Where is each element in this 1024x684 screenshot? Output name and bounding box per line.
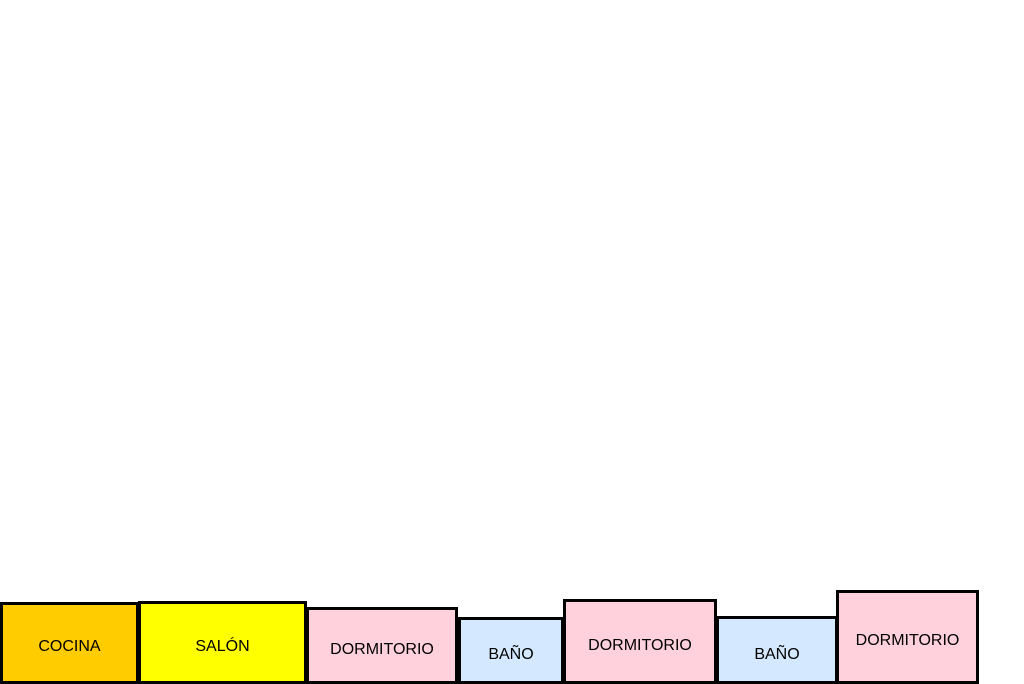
room-cocina: COCINA	[0, 602, 139, 684]
room-label: BAÑO	[754, 646, 800, 663]
room-label: BAÑO	[488, 646, 534, 663]
room-dormitorio-1: DORMITORIO	[306, 607, 458, 684]
room-bano-1: BAÑO	[458, 617, 564, 684]
room-dormitorio-3: DORMITORIO	[836, 590, 979, 684]
room-label: DORMITORIO	[855, 632, 960, 649]
room-label: DORMITORIO	[588, 637, 692, 654]
room-dormitorio-2: DORMITORIO	[563, 599, 717, 684]
room-salon: SALÓN	[138, 601, 307, 684]
room-label: COCINA	[38, 638, 101, 655]
room-label: DORMITORIO	[330, 641, 434, 658]
room-bano-2: BAÑO	[716, 616, 838, 684]
room-label: SALÓN	[195, 638, 250, 655]
